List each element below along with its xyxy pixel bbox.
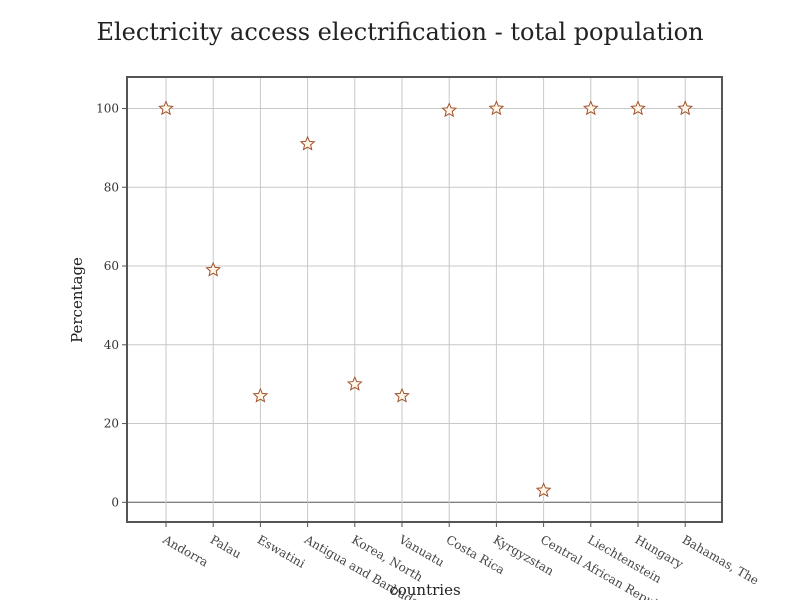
data-point-star [346, 375, 363, 391]
y-axis-label: Percentage [68, 257, 86, 343]
data-point-star [441, 102, 458, 118]
x-axis-label: countries [389, 581, 460, 599]
y-tick-label: 20 [104, 417, 119, 431]
y-tick-label: 100 [96, 102, 119, 116]
chart-title: Electricity access electrification - tot… [96, 18, 703, 46]
y-tick-label: 60 [104, 259, 119, 273]
data-point-star [677, 100, 694, 116]
data-point-star [535, 482, 552, 498]
y-tick-label: 80 [104, 180, 119, 194]
data-point-star [488, 100, 505, 116]
x-tick-label: Eswatini [255, 532, 308, 570]
data-point-star [394, 387, 410, 403]
data-point-star [158, 100, 174, 116]
x-tick-label: Andorra [160, 532, 211, 570]
data-point-star [582, 100, 599, 116]
data-point-star [630, 100, 646, 116]
marker-layer [158, 100, 694, 498]
data-point-star [252, 387, 269, 403]
y-tick-labels: 0 20 40 60 80 100 [96, 102, 127, 509]
plot-frame [126, 76, 723, 523]
grid-layer [127, 77, 722, 522]
y-tick-label: 0 [111, 495, 119, 509]
y-tick-label: 40 [104, 338, 119, 352]
data-point-star [299, 135, 316, 151]
data-point-star [205, 261, 222, 277]
x-tick-label: Palau [208, 532, 244, 561]
x-tick-label: Bahamas, The [680, 532, 761, 587]
